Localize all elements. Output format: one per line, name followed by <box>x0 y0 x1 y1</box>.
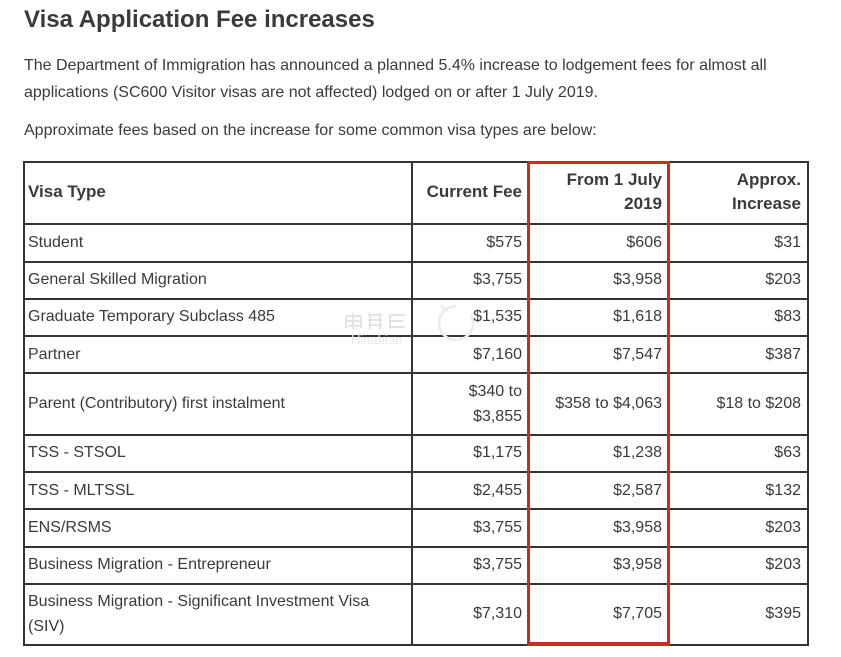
svg-text:Hinabian: Hinabian <box>351 332 402 347</box>
